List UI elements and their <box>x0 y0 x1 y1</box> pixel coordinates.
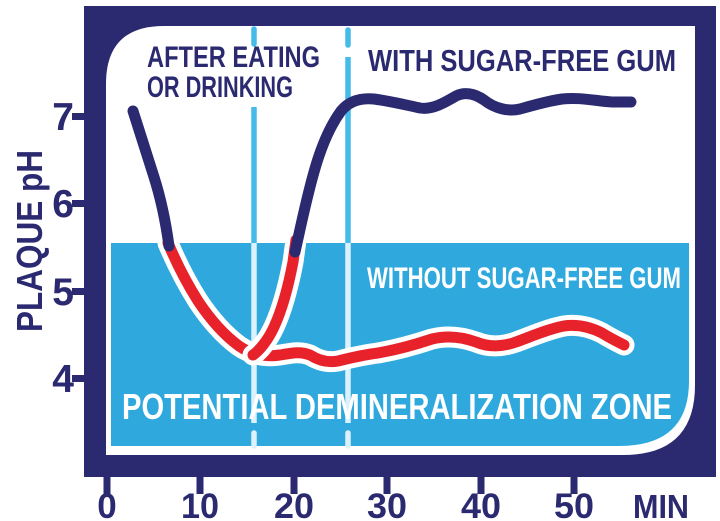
curve-with-gum-descent <box>127 105 175 252</box>
y-tick-4 <box>72 375 85 382</box>
curve-with-gum-plateau <box>289 88 637 258</box>
x-tick-0 <box>103 476 111 494</box>
x-tick-50 <box>570 476 578 494</box>
zone-label: POTENTIAL DEMINERALIZATION ZONE <box>122 386 672 427</box>
y-tick-label-7: 7 <box>52 96 74 139</box>
y-axis: 7 6 5 4 PLAQUE pH <box>9 96 85 401</box>
y-tick-label-6: 6 <box>52 183 74 226</box>
without-gum-label: WITHOUT SUGAR-FREE GUM <box>367 262 681 295</box>
y-tick-label-4: 4 <box>52 358 74 401</box>
after-eating-label-line2: OR DRINKING <box>147 71 293 104</box>
x-tick-label-50: 50 <box>554 487 594 521</box>
x-tick-20 <box>290 476 298 494</box>
x-axis: 0 10 20 30 40 50 MIN <box>97 476 689 521</box>
x-tick-label-40: 40 <box>461 487 501 521</box>
y-tick-5 <box>72 288 85 295</box>
x-tick-label-0: 0 <box>97 487 116 521</box>
x-axis-unit-label: MIN <box>633 488 689 521</box>
y-tick-label-5: 5 <box>52 271 74 314</box>
x-tick-30 <box>383 476 391 494</box>
with-gum-label: WITH SUGAR-FREE GUM <box>368 43 676 78</box>
y-axis-title: PLAQUE pH <box>9 150 50 332</box>
y-tick-6 <box>72 200 85 207</box>
x-tick-label-20: 20 <box>274 487 314 521</box>
x-tick-label-10: 10 <box>181 487 219 521</box>
x-tick-10 <box>196 476 204 494</box>
x-tick-label-30: 30 <box>367 487 407 521</box>
curve-with-gum-recovery-inzone <box>247 234 302 361</box>
curve-without-gum <box>162 237 630 368</box>
y-tick-7 <box>72 113 85 120</box>
x-tick-40 <box>477 476 485 494</box>
after-eating-label-line1: AFTER EATING <box>147 41 320 74</box>
